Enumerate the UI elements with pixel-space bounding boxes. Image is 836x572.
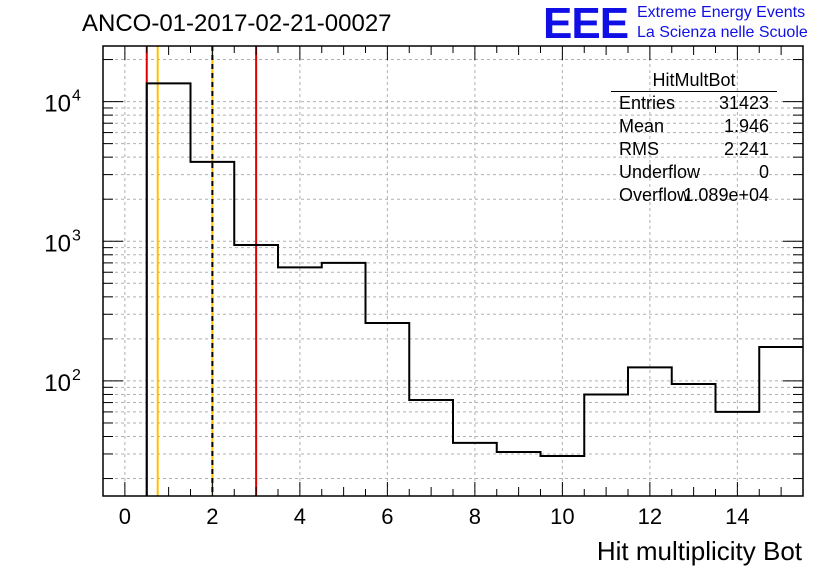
y-tick-label: 10: [44, 230, 71, 257]
histogram-series: [145, 82, 803, 496]
y-tick-label: 10: [44, 370, 71, 397]
stats-row-rms: RMS 2.241: [619, 139, 769, 161]
stats-label: RMS: [619, 139, 659, 159]
x-axis-label: Hit multiplicity Bot: [596, 536, 802, 566]
stats-row-underflow: Underflow 0: [619, 162, 769, 184]
stats-label: Overflow: [619, 185, 691, 205]
stats-value: 1.089e+04: [683, 185, 769, 205]
stats-value: 2.241: [723, 139, 769, 159]
x-tick-label: 10: [550, 504, 574, 529]
eee-logo: EEE: [543, 0, 629, 48]
histogram-outline: [145, 82, 803, 496]
stats-value: 1.946: [723, 116, 769, 136]
marker-lines: [145, 46, 258, 496]
x-tick-label: 14: [725, 504, 749, 529]
y-tick-exponent: 2: [72, 367, 81, 384]
y-tick-exponent: 3: [72, 227, 81, 244]
x-tick-label: 2: [206, 504, 218, 529]
stats-row-mean: Mean 1.946: [619, 116, 769, 138]
stats-row-overflow: Overflow 1.089e+04: [619, 185, 769, 207]
x-tick-label: 4: [294, 504, 306, 529]
y-tick-label: 10: [44, 91, 71, 118]
stats-title: HitMultBot: [652, 70, 736, 90]
y-tick-exponent: 4: [72, 88, 81, 105]
stats-row-entries: Entries 31423: [619, 93, 769, 115]
x-tick-label: 6: [381, 504, 393, 529]
logo-line-1: Extreme Energy Events: [637, 4, 806, 21]
logo-line-2: La Scienza nelle Scuole: [637, 24, 808, 41]
x-tick-label: 12: [638, 504, 662, 529]
stats-value: 0: [758, 162, 769, 182]
stats-value: 31423: [718, 93, 769, 113]
stats-box: HitMultBot Entries 31423 Mean 1.946 RMS …: [611, 70, 777, 205]
stats-label: Entries: [619, 93, 676, 113]
plot-title: ANCO-01-2017-02-21-00027: [82, 10, 392, 37]
x-tick-label: 0: [119, 504, 131, 529]
stats-divider: [611, 91, 777, 92]
stats-label: Underflow: [619, 162, 701, 182]
stats-label: Mean: [619, 116, 665, 136]
x-tick-label: 8: [469, 504, 481, 529]
